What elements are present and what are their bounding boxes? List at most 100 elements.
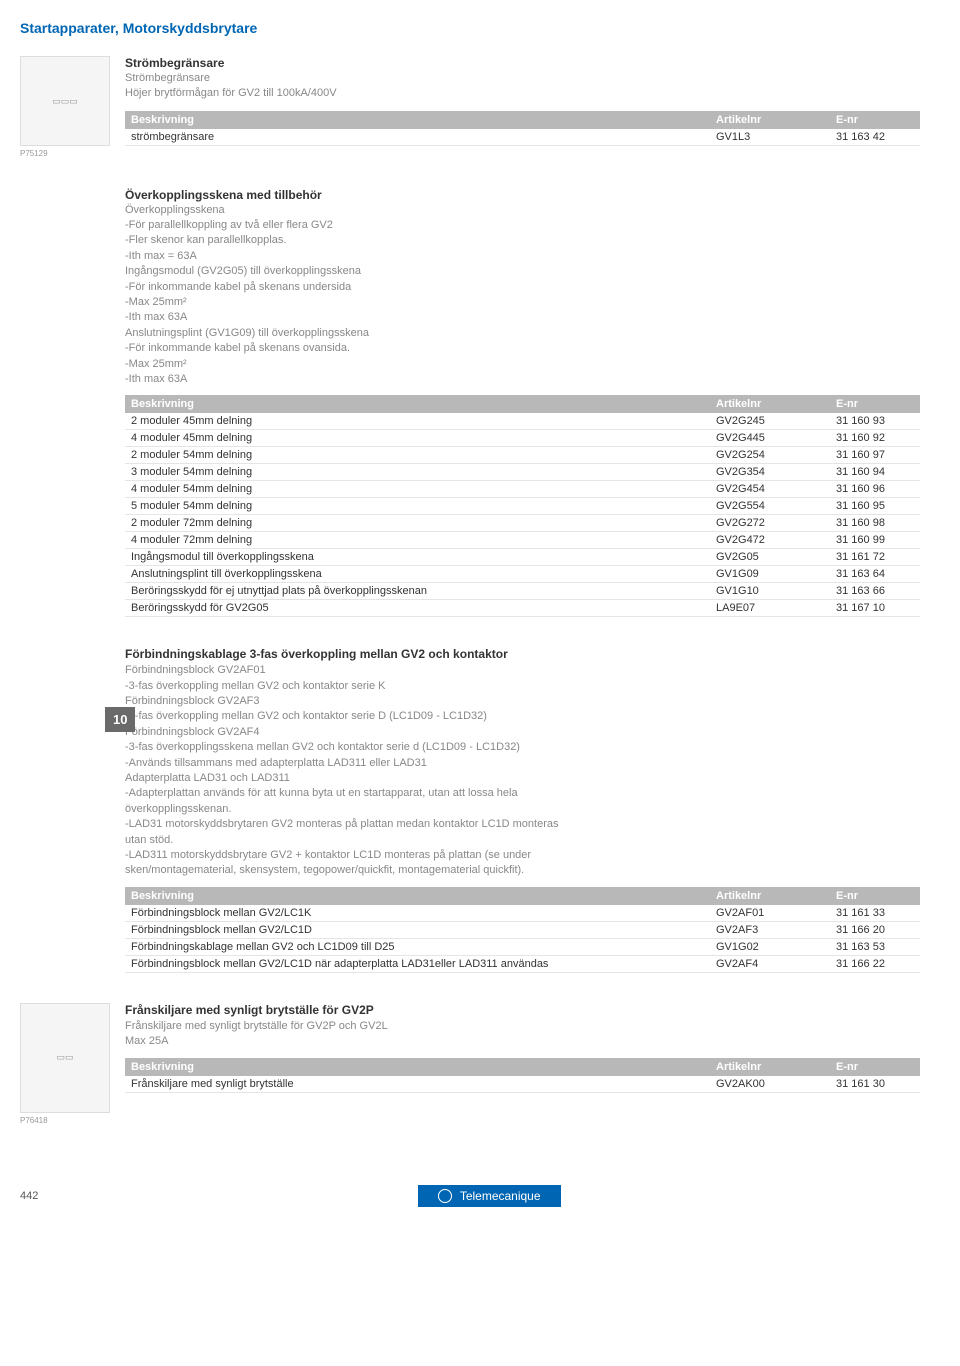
col-beskrivning: Beskrivning [125, 1058, 710, 1076]
table-cell: 31 166 22 [830, 955, 920, 972]
page-footer: 442 Telemecanique [20, 1185, 920, 1207]
table-cell: 31 160 98 [830, 515, 920, 532]
table-cell: Beröringsskydd för GV2G05 [125, 600, 710, 617]
table-cell: GV2AF4 [710, 955, 830, 972]
table-cell: 31 160 93 [830, 413, 920, 430]
table-cell: GV2AF01 [710, 905, 830, 922]
brand-logo: Telemecanique [418, 1185, 561, 1207]
table-cell: 31 160 95 [830, 498, 920, 515]
table-cell: 31 160 96 [830, 481, 920, 498]
table-row: Beröringsskydd för ej utnyttjad plats på… [125, 583, 920, 600]
table-row: 2 moduler 72mm delningGV2G27231 160 98 [125, 515, 920, 532]
section-forbindning: 10 Förbindningskablage 3-fas överkopplin… [125, 647, 920, 972]
section-strombegransare: ▭▭▭ P75129 Strömbegränsare Strömbegränsa… [20, 56, 920, 158]
col-enr: E-nr [830, 395, 920, 413]
product-table: Beskrivning Artikelnr E-nr strömbegränsa… [125, 111, 920, 146]
table-cell: 2 moduler 45mm delning [125, 413, 710, 430]
table-row: Beröringsskydd för GV2G05LA9E0731 167 10 [125, 600, 920, 617]
table-cell: GV2G454 [710, 481, 830, 498]
table-cell: 31 163 64 [830, 566, 920, 583]
page-number: 442 [20, 1190, 38, 1202]
table-cell: 31 167 10 [830, 600, 920, 617]
desc-line: -Ith max = 63A [125, 249, 920, 264]
table-cell: 31 161 72 [830, 549, 920, 566]
table-row: 4 moduler 54mm delningGV2G45431 160 96 [125, 481, 920, 498]
table-row: strömbegränsareGV1L331 163 42 [125, 129, 920, 146]
col-beskrivning: Beskrivning [125, 111, 710, 129]
desc-line: -För parallellkoppling av två eller fler… [125, 218, 920, 233]
table-cell: GV2G254 [710, 447, 830, 464]
col-beskrivning: Beskrivning [125, 395, 710, 413]
table-cell: 31 161 33 [830, 905, 920, 922]
table-cell: 31 166 20 [830, 921, 920, 938]
section-title: Överkopplingsskena med tillbehör [125, 188, 920, 202]
desc-line: -Ith max 63A [125, 310, 920, 325]
table-cell: GV2G05 [710, 549, 830, 566]
section-desc: -För parallellkoppling av två eller fler… [125, 218, 920, 387]
desc-line: Förbindningsblock GV2AF4 [125, 725, 575, 740]
table-row: 4 moduler 45mm delningGV2G44531 160 92 [125, 430, 920, 447]
table-row: 3 moduler 54mm delningGV2G35431 160 94 [125, 464, 920, 481]
desc-line: -3-fas överkoppling mellan GV2 och konta… [125, 679, 575, 694]
table-cell: 5 moduler 54mm delning [125, 498, 710, 515]
table-row: Ingångsmodul till överkopplingsskenaGV2G… [125, 549, 920, 566]
desc-line: Förbindningsblock GV2AF3 [125, 694, 575, 709]
table-row: Förbindningsblock mellan GV2/LC1DGV2AF33… [125, 921, 920, 938]
table-row: 4 moduler 72mm delningGV2G47231 160 99 [125, 532, 920, 549]
desc-line: -Fler skenor kan parallellkopplas. [125, 233, 920, 248]
section-title: Frånskiljare med synligt brytställe för … [125, 1003, 920, 1017]
table-cell: 4 moduler 54mm delning [125, 481, 710, 498]
image-caption: P75129 [20, 149, 110, 158]
section-franskiljare: ▭▭ P76418 Frånskiljare med synligt bryts… [20, 1003, 920, 1125]
side-tab: 10 [105, 707, 135, 732]
table-row: Förbindningsblock mellan GV2/LC1KGV2AF01… [125, 905, 920, 922]
desc-line: -Adapterplattan används för att kunna by… [125, 786, 575, 817]
desc-line: -Används tillsammans med adapterplatta L… [125, 756, 575, 771]
col-artikelnr: Artikelnr [710, 887, 830, 905]
desc-line: -3-fas överkopplingsskena mellan GV2 och… [125, 740, 575, 755]
table-cell: 4 moduler 72mm delning [125, 532, 710, 549]
table-cell: GV2G354 [710, 464, 830, 481]
table-row: Förbindningskablage mellan GV2 och LC1D0… [125, 938, 920, 955]
table-cell: Frånskiljare med synligt brytställe [125, 1076, 710, 1093]
table-cell: 2 moduler 54mm delning [125, 447, 710, 464]
table-cell: LA9E07 [710, 600, 830, 617]
table-cell: Förbindningsblock mellan GV2/LC1K [125, 905, 710, 922]
desc-line: Ingångsmodul (GV2G05) till överkopplings… [125, 264, 920, 279]
desc-line: Max 25A [125, 1034, 920, 1049]
table-cell: GV2AF3 [710, 921, 830, 938]
table-cell: Ingångsmodul till överkopplingsskena [125, 549, 710, 566]
col-artikelnr: Artikelnr [710, 111, 830, 129]
col-enr: E-nr [830, 1058, 920, 1076]
section-title: Förbindningskablage 3-fas överkoppling m… [125, 647, 575, 661]
col-beskrivning: Beskrivning [125, 887, 710, 905]
col-artikelnr: Artikelnr [710, 395, 830, 413]
table-row: Anslutningsplint till överkopplingsskena… [125, 566, 920, 583]
section-subtitle: Överkopplingsskena [125, 204, 920, 216]
section-title: Strömbegränsare [125, 56, 920, 70]
desc-line: -För inkommande kabel på skenans undersi… [125, 280, 920, 295]
product-image: ▭▭▭ [20, 56, 110, 146]
desc-line: -Max 25mm² [125, 295, 920, 310]
table-row: 2 moduler 45mm delningGV2G24531 160 93 [125, 413, 920, 430]
table-cell: Beröringsskydd för ej utnyttjad plats på… [125, 583, 710, 600]
section-overkopplingsskena: Överkopplingsskena med tillbehör Överkop… [125, 188, 920, 617]
table-cell: GV2G445 [710, 430, 830, 447]
table-row: 2 moduler 54mm delningGV2G25431 160 97 [125, 447, 920, 464]
table-cell: Förbindningsblock mellan GV2/LC1D när ad… [125, 955, 710, 972]
col-enr: E-nr [830, 887, 920, 905]
table-cell: 31 161 30 [830, 1076, 920, 1093]
table-cell: 31 160 97 [830, 447, 920, 464]
table-cell: GV2G272 [710, 515, 830, 532]
table-cell: GV1G10 [710, 583, 830, 600]
desc-line: Frånskiljare med synligt brytställe för … [125, 1019, 920, 1034]
desc-line: -LAD311 motorskyddsbrytare GV2 + kontakt… [125, 848, 575, 879]
desc-line: Adapterplatta LAD31 och LAD311 [125, 771, 575, 786]
page-title: Startapparater, Motorskyddsbrytare [20, 20, 920, 36]
brand-text: Telemecanique [460, 1189, 541, 1203]
col-enr: E-nr [830, 111, 920, 129]
table-cell: 3 moduler 54mm delning [125, 464, 710, 481]
table-cell: Anslutningsplint till överkopplingsskena [125, 566, 710, 583]
product-table: Beskrivning Artikelnr E-nr Frånskiljare … [125, 1058, 920, 1093]
table-cell: 31 163 66 [830, 583, 920, 600]
